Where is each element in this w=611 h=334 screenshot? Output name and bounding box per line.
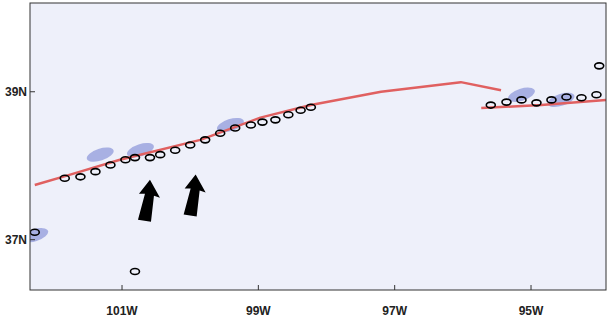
contour	[258, 119, 267, 125]
contour	[306, 104, 315, 110]
contour	[592, 92, 601, 98]
blue-patch	[546, 90, 576, 110]
x-tick	[258, 285, 259, 290]
contour	[145, 155, 154, 161]
contour	[246, 122, 255, 128]
plot-area	[30, 3, 606, 290]
contour	[547, 97, 556, 103]
y-tick-label: 37N	[5, 233, 27, 247]
contour	[121, 157, 130, 163]
contour	[595, 63, 604, 69]
y-tick	[30, 239, 35, 240]
contour	[296, 107, 305, 113]
contour	[271, 117, 280, 123]
x-tick-label: 101W	[106, 304, 138, 318]
x-tick-label: 97W	[382, 304, 407, 318]
contour	[30, 229, 39, 235]
contour	[91, 169, 100, 175]
x-tick	[122, 285, 123, 290]
x-tick-label: 99W	[246, 304, 271, 318]
contour	[216, 130, 225, 136]
x-tick	[531, 285, 532, 290]
contour	[486, 102, 495, 108]
contour	[186, 142, 195, 148]
contour	[562, 94, 571, 100]
contour	[106, 162, 115, 168]
contour	[231, 125, 240, 131]
blue-patch	[125, 140, 155, 160]
contour	[130, 269, 139, 275]
red-line	[35, 82, 501, 185]
contour	[532, 100, 541, 106]
y-tick	[30, 91, 35, 92]
contour	[517, 97, 526, 103]
x-tick	[394, 285, 395, 290]
frame	[30, 3, 606, 290]
arrow	[184, 175, 206, 217]
contour	[201, 137, 210, 143]
contour	[130, 155, 139, 161]
contour	[284, 112, 293, 118]
contour	[502, 99, 511, 105]
contour	[171, 147, 180, 153]
figure: 101W 99W 97W 95W 39N 37N	[0, 0, 611, 334]
field-background	[30, 3, 606, 290]
contour	[76, 174, 85, 180]
arrow	[138, 180, 160, 222]
contour	[577, 95, 586, 101]
red-line	[481, 100, 606, 108]
x-tick-label: 95W	[519, 304, 544, 318]
blue-patch	[30, 225, 50, 245]
contour	[156, 152, 165, 158]
y-tick-label: 39N	[5, 85, 27, 99]
contour	[60, 175, 69, 181]
